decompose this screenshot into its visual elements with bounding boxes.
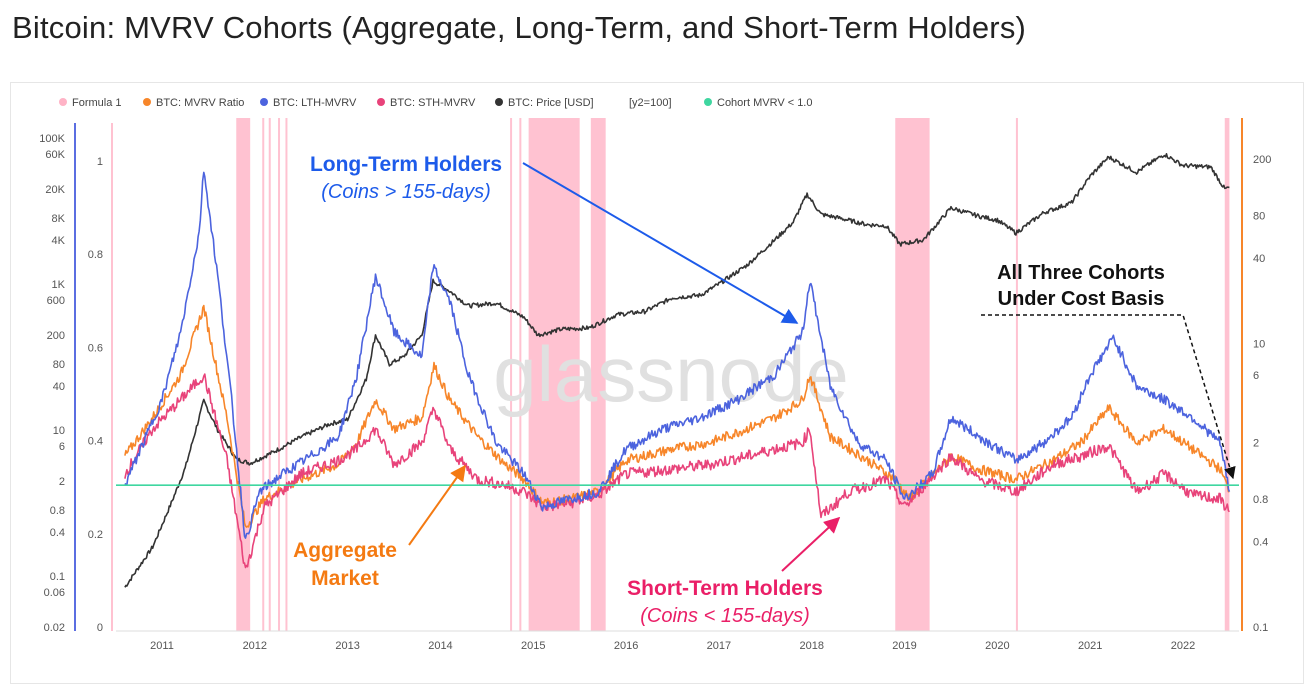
price-tick-label: 8K <box>52 213 66 225</box>
formula-tick-label: 0.6 <box>88 342 103 354</box>
legend-label[interactable]: BTC: MVRV Ratio <box>156 97 244 109</box>
x-tick-label: 2021 <box>1078 640 1102 652</box>
right-tick-label: 2 <box>1253 438 1259 450</box>
shaded-period <box>1224 118 1230 631</box>
x-tick-label: 2016 <box>614 640 638 652</box>
price-tick-label: 0.4 <box>50 527 65 539</box>
series-lines <box>124 153 1231 588</box>
sth-label: Short-Term Holders <box>627 577 823 600</box>
price-tick-label: 60K <box>45 149 65 161</box>
price-tick-label: 0.8 <box>50 505 65 517</box>
series-lth-mvrv <box>124 171 1231 539</box>
right-tick-label: 10 <box>1253 338 1265 350</box>
shaded-period <box>268 118 271 631</box>
x-tick-label: 2017 <box>707 640 731 652</box>
legend-marker <box>143 98 151 106</box>
mvrv-chart: glassnode 2011 2012 2013 2014 2015 2016 2017 20… <box>39 97 1271 652</box>
shaded-period <box>590 118 606 631</box>
x-tick-label: 2022 <box>1171 640 1195 652</box>
shaded-period <box>1015 118 1018 631</box>
price-tick-label: 200 <box>47 330 65 342</box>
legend-label[interactable]: Cohort MVRV < 1.0 <box>717 97 812 109</box>
sth-sublabel: (Coins < 155-days) <box>640 605 810 627</box>
x-tick-label: 2018 <box>799 640 823 652</box>
x-tick-label: 2011 <box>150 640 174 652</box>
right-tick-label: 80 <box>1253 210 1265 222</box>
axes: 2011 2012 2013 2014 2015 2016 2017 2018 2019 2020… <box>39 118 1271 652</box>
right-tick-label: 0.8 <box>1253 494 1268 506</box>
price-tick-label: 4K <box>52 235 66 247</box>
legend-marker <box>260 98 268 106</box>
legend-label: [y2=100] <box>629 97 672 109</box>
legend-marker <box>704 98 712 106</box>
lth-arrow <box>522 162 799 324</box>
price-tick-label: 0.02 <box>44 622 65 634</box>
sth-arrow <box>781 516 841 572</box>
price-tick-label: 6 <box>59 441 65 453</box>
shaded-period <box>519 118 522 631</box>
formula-tick-label: 0.4 <box>88 436 103 448</box>
lth-label: Long-Term Holders <box>310 153 502 176</box>
shaded-period <box>510 118 513 631</box>
aggregate-label: Aggregate <box>293 539 397 562</box>
price-tick-label: 600 <box>47 295 65 307</box>
shaded-periods <box>236 118 1230 631</box>
legend-label[interactable]: BTC: Price [USD] <box>508 97 594 109</box>
all-cohorts-label-2: Under Cost Basis <box>998 288 1165 310</box>
x-tick-label: 2013 <box>335 640 359 652</box>
all-cohorts-arrow <box>981 314 1236 480</box>
legend-label[interactable]: BTC: LTH-MVRV <box>273 97 357 109</box>
price-tick-label: 80 <box>53 359 65 371</box>
x-tick-label: 2014 <box>428 640 452 652</box>
price-tick-label: 1K <box>52 279 66 291</box>
all-cohorts-label: All Three Cohorts <box>997 262 1165 284</box>
annotations: Long-Term Holders (Coins > 155-days) Aggre… <box>293 153 1236 627</box>
page-title: Bitcoin: MVRV Cohorts (Aggregate, Long-T… <box>12 10 1027 45</box>
legend-marker <box>495 98 503 106</box>
x-tick-label: 2020 <box>985 640 1009 652</box>
legend-marker <box>377 98 385 106</box>
chart-container: glassnode 2011 2012 2013 2014 2015 2016 2017 20… <box>10 82 1304 684</box>
formula-tick-label: 0 <box>97 622 103 634</box>
price-tick-label: 10 <box>53 425 65 437</box>
right-tick-label: 40 <box>1253 253 1265 265</box>
price-tick-label: 0.06 <box>44 587 65 599</box>
x-tick-label: 2012 <box>243 640 267 652</box>
right-tick-label: 200 <box>1253 154 1271 166</box>
legend: Formula 1 BTC: MVRV Ratio BTC: LTH-MVRV BTC… <box>59 97 812 109</box>
aggregate-label-2: Market <box>311 567 379 590</box>
watermark-group: glassnode <box>493 330 849 418</box>
price-tick-label: 40 <box>53 381 65 393</box>
shaded-period <box>262 118 265 631</box>
price-tick-label: 100K <box>39 133 65 145</box>
x-tick-label: 2019 <box>892 640 916 652</box>
formula-tick-label: 0.8 <box>88 249 103 261</box>
watermark: glassnode <box>493 330 849 418</box>
series-price <box>124 153 1230 588</box>
right-tick-label: 0.1 <box>1253 622 1268 634</box>
formula-tick-label: 1 <box>97 156 103 168</box>
price-tick-label: 0.1 <box>50 571 65 583</box>
shaded-period <box>285 118 288 631</box>
legend-marker <box>59 98 67 106</box>
right-tick-label: 0.4 <box>1253 537 1268 549</box>
x-tick-label: 2015 <box>521 640 545 652</box>
shaded-period <box>895 118 930 631</box>
legend-label[interactable]: Formula 1 <box>72 97 122 109</box>
shaded-period <box>528 118 580 631</box>
lth-sublabel: (Coins > 155-days) <box>321 181 491 203</box>
legend-label[interactable]: BTC: STH-MVRV <box>390 97 476 109</box>
series-mvrv <box>124 304 1230 528</box>
price-tick-label: 2 <box>59 476 65 488</box>
series-sth-mvrv <box>124 373 1231 569</box>
formula-tick-label: 0.2 <box>88 529 103 541</box>
shaded-period <box>278 118 281 631</box>
shaded-period <box>236 118 251 631</box>
right-tick-label: 6 <box>1253 370 1259 382</box>
price-tick-label: 20K <box>45 184 65 196</box>
aggregate-arrow <box>408 464 466 546</box>
